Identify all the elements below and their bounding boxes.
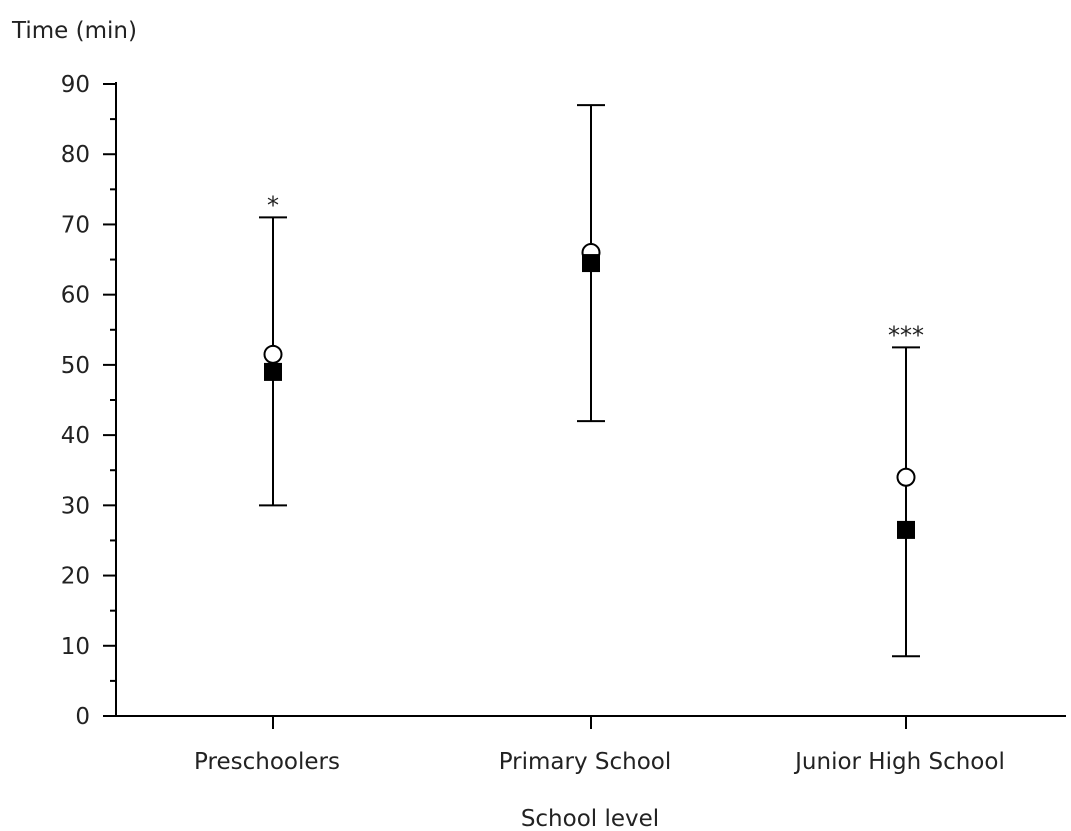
- x-axis-title: School level: [521, 806, 659, 831]
- filled-square-marker: [582, 254, 600, 273]
- y-tick-label: 30: [61, 493, 90, 519]
- error-bars: [259, 104, 920, 658]
- open-circle-marker: [896, 467, 916, 487]
- filled-square-marker: [264, 362, 282, 381]
- significance-label: ***: [888, 321, 924, 349]
- x-tick-label: Junior High School: [793, 749, 1005, 775]
- y-tick-label: 90: [61, 72, 90, 98]
- y-tick-label: 50: [61, 353, 90, 379]
- y-tick-label: 70: [61, 212, 90, 238]
- significance-label: *: [267, 191, 279, 219]
- open-circle-marker: [263, 344, 283, 364]
- x-tick-label: Primary School: [499, 749, 672, 775]
- y-tick-label: 20: [61, 564, 90, 590]
- y-tick-label: 10: [61, 634, 90, 660]
- x-tick-label: Preschoolers: [194, 749, 340, 775]
- y-tick-label: 40: [61, 423, 90, 449]
- significance-annotations: ****: [267, 191, 924, 349]
- x-ticks: Preschoolers Primary School Junior High Sc…: [194, 716, 1005, 775]
- filled-square-marker: [897, 520, 915, 539]
- y-ticks: 0 10 20 30 40 50 60 70 80 90: [61, 72, 116, 730]
- y-tick-label: 60: [61, 283, 90, 309]
- y-tick-label: 0: [75, 704, 90, 730]
- y-axis-title: Time (min): [11, 18, 137, 44]
- markers: [263, 243, 916, 539]
- y-tick-label: 80: [61, 142, 90, 168]
